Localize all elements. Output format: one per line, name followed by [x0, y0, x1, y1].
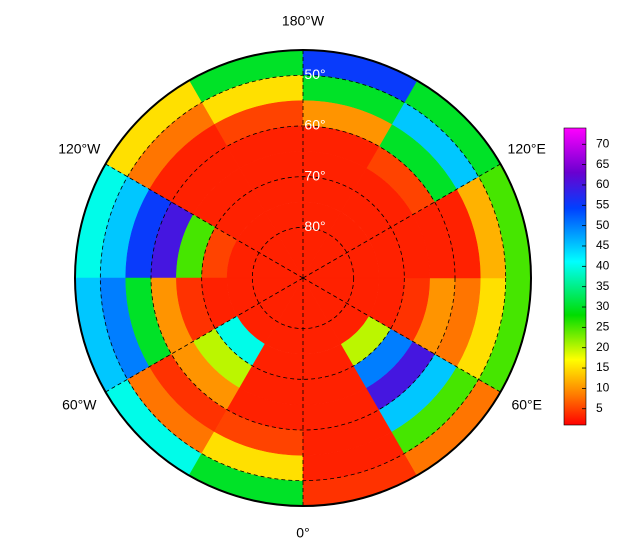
- colorbar-tick-label: 65: [596, 157, 610, 171]
- lat-label: 70°: [304, 167, 325, 183]
- lat-label: 50°: [304, 66, 325, 82]
- colorbar: 5 10 15 20 25 30 35 40 45 50 55 60 65 70: [563, 127, 610, 426]
- colorbar-tick-label: 20: [596, 340, 610, 354]
- colorbar-tick-label: 5: [596, 401, 603, 415]
- lat-label: 60°: [304, 117, 325, 133]
- colorbar-tick-label: 15: [596, 360, 610, 374]
- colorbar-tick-label: 70: [596, 136, 610, 150]
- lon-label: 180°W: [282, 13, 325, 29]
- lat-labels: 50° 60° 70° 80°: [304, 66, 325, 234]
- colorbar-tick-label: 35: [596, 279, 610, 293]
- lon-label: 120°W: [58, 141, 101, 157]
- map-border: [74, 49, 532, 507]
- lon-label: 0°: [296, 525, 309, 541]
- colorbar-tick-label: 40: [596, 259, 610, 273]
- meridian: [302, 163, 501, 279]
- heat-cell: [302, 201, 342, 279]
- labels: 180°W 120°W 120°E 60°W 60°E 0° 50° 60° 70° 80°: [58, 13, 546, 541]
- meridian: [105, 277, 304, 393]
- lon-label: 60°W: [62, 397, 97, 413]
- colorbar-tick-label: 10: [596, 381, 610, 395]
- colorbar-tick-label: 30: [596, 299, 610, 313]
- colorbar-tick-label: 45: [596, 238, 610, 252]
- graticule: [99, 50, 507, 506]
- heatmap: [75, 50, 531, 506]
- lat-circle: [150, 125, 456, 431]
- colorbar-tick-label: 25: [596, 320, 610, 334]
- lon-label: 60°E: [511, 397, 542, 413]
- colorbar-tick-label: 55: [596, 197, 610, 211]
- meridian: [302, 277, 501, 393]
- lon-label: 120°E: [508, 141, 546, 157]
- meridian: [105, 163, 304, 279]
- colorbar-tick-label: 60: [596, 177, 610, 191]
- lat-circle: [99, 74, 507, 482]
- lat-label: 80°: [304, 218, 325, 234]
- colorbar-ramp: [563, 127, 587, 426]
- colorbar-tick-label: 50: [596, 218, 610, 232]
